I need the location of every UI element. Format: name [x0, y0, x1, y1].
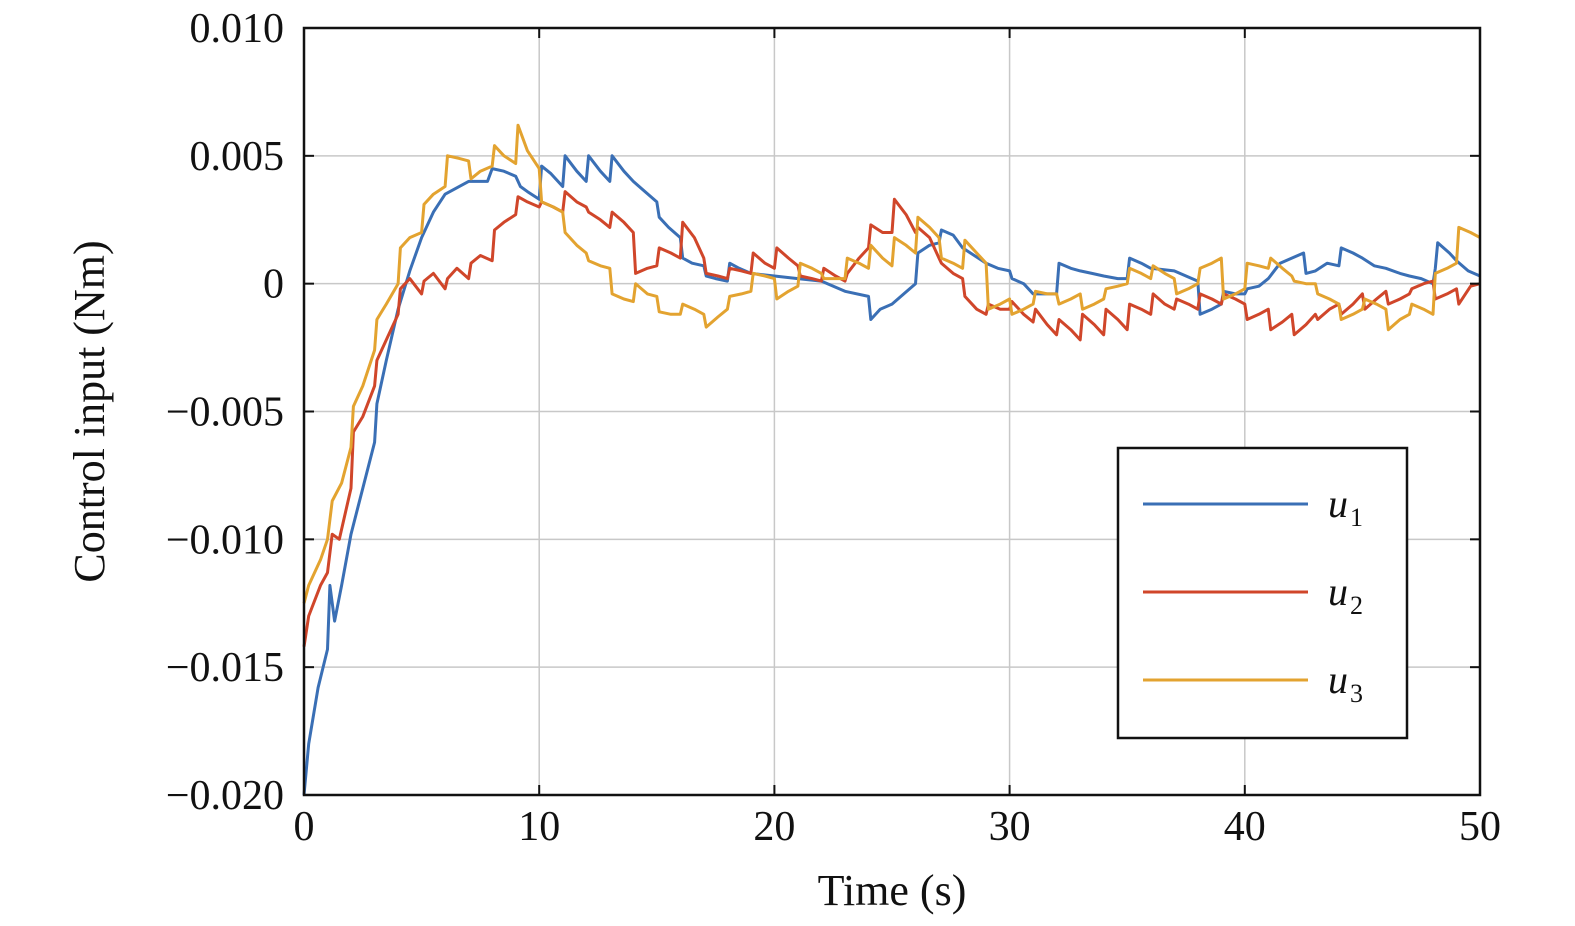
- y-tick-label: −0.005: [166, 390, 284, 436]
- axis-ticks: [303, 27, 1481, 796]
- x-tick-label: 20: [753, 804, 795, 850]
- legend-label: u2: [1328, 569, 1363, 620]
- x-tick-label: 50: [1459, 804, 1501, 850]
- x-axis-label: Time (s): [818, 866, 967, 915]
- y-tick-label: −0.010: [166, 517, 284, 563]
- y-tick-label: 0: [263, 262, 284, 308]
- y-tick-label: 0.010: [190, 6, 285, 52]
- grid: [304, 28, 1480, 795]
- legend-label: u3: [1328, 657, 1363, 708]
- legend-item-u1: u1: [1143, 481, 1363, 532]
- legend-item-u2: u2: [1143, 569, 1363, 620]
- x-tick-label: 30: [989, 804, 1031, 850]
- x-tick-label: 10: [518, 804, 560, 850]
- series-line-u3: [302, 123, 1481, 604]
- legend-label: u1: [1328, 481, 1363, 532]
- series-line-u1: [302, 154, 1481, 796]
- y-tick-labels: −0.020 −0.015 −0.010 −0.005 0 0.005 0.010: [166, 6, 284, 819]
- y-tick-label: −0.020: [166, 773, 284, 819]
- y-tick-label: −0.015: [166, 645, 284, 691]
- x-tick-labels: 0 10 20 30 40 50: [294, 804, 1502, 850]
- x-tick-label: 40: [1224, 804, 1266, 850]
- y-axis-label: Control input (Nm): [65, 240, 114, 582]
- series-group: [302, 123, 1481, 796]
- legend: u1 u2 u3: [1116, 446, 1409, 740]
- y-tick-label: 0.005: [190, 134, 285, 180]
- x-tick-label: 0: [294, 804, 315, 850]
- series-line-u2: [302, 190, 1481, 647]
- legend-item-u3: u3: [1143, 657, 1363, 708]
